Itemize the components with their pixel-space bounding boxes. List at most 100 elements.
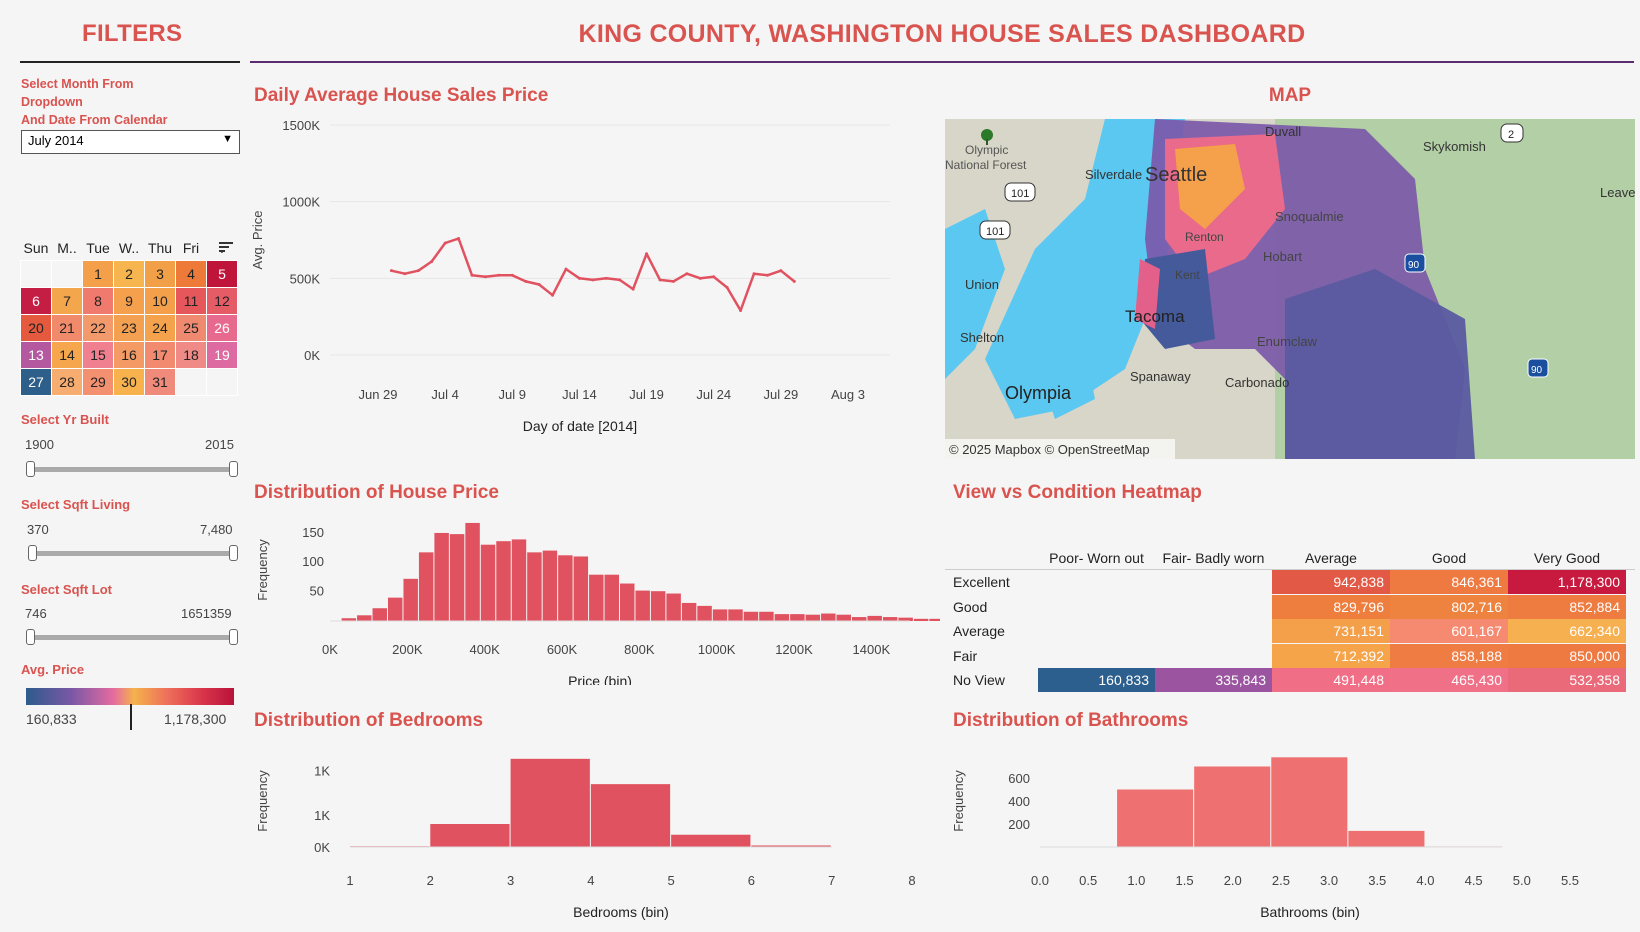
price-bin-bar[interactable]	[882, 617, 898, 621]
price-bin-bar[interactable]	[790, 614, 805, 621]
price-bin-bar[interactable]	[589, 574, 604, 621]
price-data-point[interactable]	[698, 276, 702, 280]
calendar-day[interactable]: 29	[82, 368, 114, 396]
price-bin-bar[interactable]	[805, 614, 821, 621]
price-data-point[interactable]	[510, 273, 514, 277]
calendar-day[interactable]: 14	[51, 341, 83, 369]
map-panel[interactable]: Silverdale Seattle Duvall Skykomish Leav…	[945, 119, 1635, 459]
calendar-day[interactable]: 16	[113, 341, 145, 369]
price-bin-bar[interactable]	[620, 583, 635, 621]
price-data-point[interactable]	[752, 272, 756, 276]
price-data-point[interactable]	[631, 287, 635, 291]
price-bin-bar[interactable]	[836, 614, 851, 621]
price-bin-bar[interactable]	[527, 552, 542, 621]
heatmap-cell[interactable]: 942,838	[1272, 570, 1390, 594]
sort-icon[interactable]	[219, 240, 233, 252]
price-bin-bar[interactable]	[573, 556, 589, 621]
sqft-living-track[interactable]	[31, 551, 234, 556]
heatmap-cell[interactable]: 465,430	[1390, 668, 1508, 692]
heatmap-cell[interactable]: 491,448	[1272, 668, 1390, 692]
heatmap-cell[interactable]: 731,151	[1272, 619, 1390, 643]
price-bin-bar[interactable]	[465, 522, 480, 621]
calendar-day[interactable]: 15	[82, 341, 114, 369]
price-bin-bar[interactable]	[774, 614, 790, 621]
heatmap-cell[interactable]: 662,340	[1508, 619, 1626, 643]
price-bin-bar[interactable]	[449, 534, 465, 621]
price-bin-bar[interactable]	[712, 609, 728, 621]
bathroom-bin-bar[interactable]	[1117, 789, 1194, 848]
price-data-point[interactable]	[564, 267, 568, 271]
price-data-point[interactable]	[389, 269, 393, 273]
calendar-day[interactable]: 11	[175, 287, 207, 315]
calendar-day[interactable]: 8	[82, 287, 114, 315]
bedroom-bin-bar[interactable]	[671, 834, 751, 847]
price-bin-bar[interactable]	[650, 591, 666, 621]
price-bin-bar[interactable]	[666, 593, 681, 621]
price-data-point[interactable]	[416, 269, 420, 273]
price-data-point[interactable]	[779, 269, 783, 273]
heatmap-cell[interactable]: 160,833	[1038, 668, 1155, 692]
sqft-lot-track[interactable]	[29, 635, 234, 640]
calendar-day[interactable]: 24	[144, 314, 176, 342]
price-bin-bar[interactable]	[558, 555, 573, 621]
price-bin-bar[interactable]	[357, 615, 372, 621]
calendar-day[interactable]: 22	[82, 314, 114, 342]
price-bin-bar[interactable]	[681, 602, 697, 621]
heatmap-cell[interactable]: 335,843	[1155, 668, 1272, 692]
price-bin-bar[interactable]	[496, 541, 511, 621]
heatmap-cell[interactable]: 601,167	[1390, 619, 1508, 643]
price-data-point[interactable]	[524, 279, 528, 283]
sqft-lot-min-handle[interactable]	[26, 629, 35, 645]
price-bin-bar[interactable]	[542, 550, 558, 621]
heatmap-cell[interactable]: 829,796	[1272, 594, 1390, 619]
price-bin-bar[interactable]	[898, 617, 913, 621]
sqft-living-max-handle[interactable]	[229, 545, 238, 561]
price-data-point[interactable]	[618, 278, 622, 282]
price-bin-bar[interactable]	[372, 608, 387, 621]
price-bin-bar[interactable]	[388, 597, 403, 621]
bedroom-bin-bar[interactable]	[751, 845, 831, 847]
sqft-living-min-handle[interactable]	[28, 545, 37, 561]
price-data-point[interactable]	[403, 272, 407, 276]
price-data-point[interactable]	[577, 276, 581, 280]
price-bin-bar[interactable]	[434, 532, 449, 621]
price-data-point[interactable]	[443, 241, 447, 245]
price-data-point[interactable]	[792, 279, 796, 283]
calendar-day[interactable]: 1	[82, 260, 114, 288]
calendar-day[interactable]: 6	[20, 287, 52, 315]
price-bin-bar[interactable]	[418, 552, 434, 621]
calendar-day[interactable]: 31	[144, 368, 176, 396]
calendar-day[interactable]: 26	[206, 314, 238, 342]
price-bin-bar[interactable]	[635, 590, 650, 621]
calendar-day[interactable]: 19	[206, 341, 238, 369]
price-data-point[interactable]	[765, 273, 769, 277]
calendar-day[interactable]: 13	[20, 341, 52, 369]
price-data-point[interactable]	[483, 275, 487, 279]
yr-built-track[interactable]	[29, 467, 234, 472]
map-attribution[interactable]: © 2025 Mapbox © OpenStreetMap	[949, 442, 1150, 457]
price-bin-bar[interactable]	[697, 605, 712, 621]
bathroom-bin-bar[interactable]	[1348, 830, 1425, 847]
yr-built-min-handle[interactable]	[26, 461, 35, 477]
price-bin-bar[interactable]	[743, 611, 759, 621]
price-bin-bar[interactable]	[604, 574, 619, 621]
calendar-day[interactable]: 7	[51, 287, 83, 315]
price-data-point[interactable]	[430, 259, 434, 263]
price-data-point[interactable]	[457, 236, 461, 240]
price-data-point[interactable]	[671, 279, 675, 283]
sqft-lot-max-handle[interactable]	[229, 629, 238, 645]
bathroom-bin-bar[interactable]	[1194, 766, 1271, 848]
price-data-point[interactable]	[551, 293, 555, 297]
heatmap-cell[interactable]: 850,000	[1508, 643, 1626, 668]
calendar-day[interactable]: 20	[20, 314, 52, 342]
calendar-day[interactable]: 3	[144, 260, 176, 288]
price-bin-bar[interactable]	[480, 544, 496, 621]
heatmap-cell[interactable]: 532,358	[1508, 668, 1626, 692]
calendar-day[interactable]: 21	[51, 314, 83, 342]
bedroom-bin-bar[interactable]	[430, 824, 510, 847]
heatmap-cell[interactable]: 852,884	[1508, 594, 1626, 619]
price-data-point[interactable]	[712, 275, 716, 279]
calendar-day[interactable]: 30	[113, 368, 145, 396]
price-bin-bar[interactable]	[511, 539, 527, 621]
calendar-day[interactable]: 4	[175, 260, 207, 288]
